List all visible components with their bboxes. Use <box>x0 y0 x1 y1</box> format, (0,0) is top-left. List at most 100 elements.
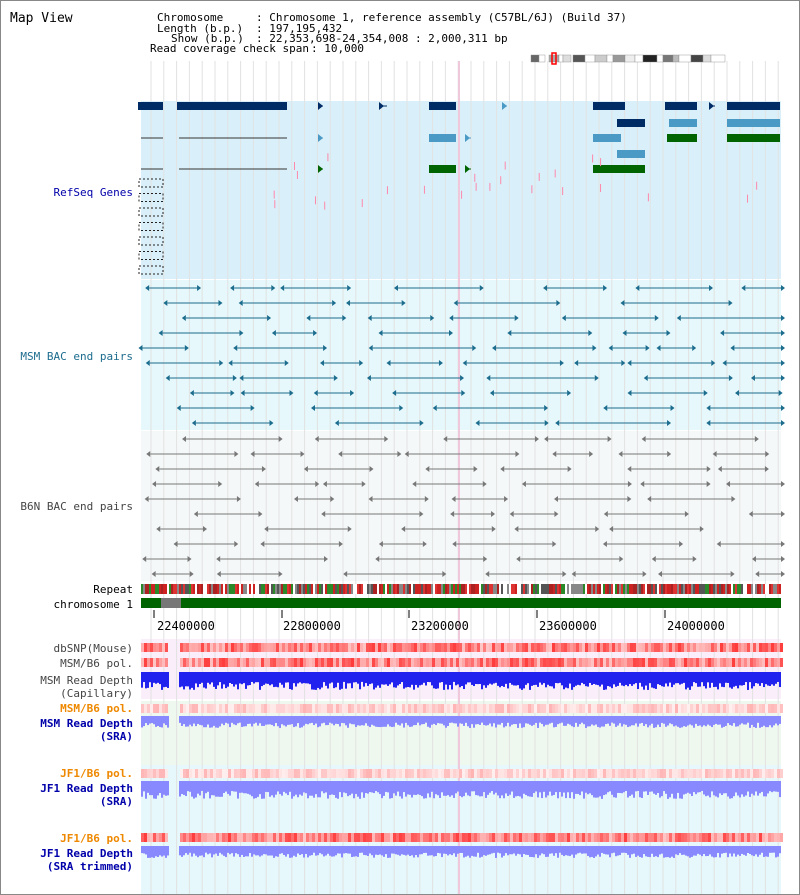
track-label-msm-depth-cap[interactable]: MSM Read Depth <box>40 674 133 687</box>
polymorphism-bin <box>336 833 339 842</box>
polymorphism-bin <box>189 704 192 713</box>
polymorphism-bin <box>612 643 615 652</box>
read-depth-bin <box>441 781 443 793</box>
polymorphism-bin <box>777 833 780 842</box>
track-label-msm-b6-pol[interactable]: MSM/B6 pol. <box>60 657 133 670</box>
msm-bac-pair-end <box>608 345 613 351</box>
read-depth-bin <box>495 781 497 793</box>
repeat-element <box>459 584 461 594</box>
repeat-element <box>401 584 403 594</box>
read-depth-bin <box>591 672 593 685</box>
polymorphism-bin <box>384 833 387 842</box>
read-depth-bin <box>577 716 579 727</box>
polymorphism-bin <box>243 658 246 667</box>
track-label-msm-depth-sra[interactable]: MSM Read Depth <box>40 717 133 730</box>
track-label-jf1-b6-pol[interactable]: JF1/B6 pol. <box>60 767 133 780</box>
track-label-refseq-genes[interactable]: RefSeq Genes <box>53 186 133 199</box>
msm-bac-pair-end <box>233 345 238 351</box>
track-label-b6n-bac[interactable]: B6N BAC end pairs <box>20 500 133 513</box>
track-label-jf1-depth-trim-sub: (SRA trimmed) <box>46 860 133 873</box>
repeat-element <box>721 584 723 594</box>
track-label-msm-bac[interactable]: MSM BAC end pairs <box>20 350 133 363</box>
read-depth-bin <box>457 781 459 792</box>
read-depth-bin <box>439 672 441 683</box>
polymorphism-bin <box>522 833 525 842</box>
read-depth-bin <box>279 672 281 683</box>
repeat-element <box>197 584 199 594</box>
polymorphism-bin <box>351 643 354 652</box>
read-depth-bin <box>311 672 313 690</box>
refseq-track-bg <box>141 101 781 279</box>
polymorphism-bin <box>363 643 366 652</box>
polymorphism-bin <box>696 769 699 778</box>
read-depth-bin <box>683 781 685 795</box>
track-label-msm-b6-pol-2[interactable]: MSM/B6 pol. <box>60 702 133 715</box>
polymorphism-bin <box>270 769 273 778</box>
b6n-bac-pair-end <box>748 511 753 517</box>
read-depth-bin <box>261 781 263 799</box>
read-depth-bin <box>465 716 467 723</box>
msm-bac-pair-end <box>189 390 194 396</box>
repeat-element <box>573 584 575 594</box>
track-label-jf1-depth-sra[interactable]: JF1 Read Depth <box>40 782 133 795</box>
polymorphism-bin <box>444 769 447 778</box>
read-depth-bin <box>235 781 237 792</box>
b6n-bac-pair-end <box>156 526 161 532</box>
read-depth-bin <box>493 672 495 684</box>
read-depth-bin <box>561 781 563 797</box>
track-label-jf1-b6-pol-2[interactable]: JF1/B6 pol. <box>60 832 133 845</box>
polymorphism-bin <box>753 769 756 778</box>
msm-bac-pair-end <box>399 405 404 411</box>
polymorphism-bin <box>540 704 543 713</box>
read-depth-bin <box>307 781 309 799</box>
polymorphism-bin <box>648 704 651 713</box>
ideogram-band <box>690 54 704 63</box>
polymorphism-bin <box>336 658 339 667</box>
polymorphism-bin <box>342 769 345 778</box>
gene-arrow <box>318 102 323 110</box>
polymorphism-bin <box>666 833 669 842</box>
read-depth-bin <box>291 846 293 858</box>
read-depth-bin <box>617 672 619 686</box>
msm-bac-pair-end <box>588 330 593 336</box>
read-depth-bin <box>555 716 557 727</box>
read-depth-bin <box>511 781 513 792</box>
track-label-dbsnp[interactable]: dbSNP(Mouse) <box>53 642 133 655</box>
repeat-element <box>639 584 641 594</box>
read-depth-bin <box>553 716 555 728</box>
polymorphism-bin <box>615 833 618 842</box>
polymorphism-bin <box>702 833 705 842</box>
read-depth-bin <box>439 716 441 724</box>
read-depth-bin <box>223 781 225 793</box>
ruler-tick-label: 24000000 <box>667 619 725 633</box>
read-depth-bin <box>777 846 779 857</box>
repeat-element <box>463 584 465 594</box>
polymorphism-bin <box>384 704 387 713</box>
repeat-element <box>711 584 713 594</box>
polymorphism-bin <box>276 704 279 713</box>
polymorphism-bin <box>579 769 582 778</box>
b6n-bac-pair-end <box>361 481 366 487</box>
polymorphism-bin <box>717 833 720 842</box>
read-depth-bin <box>247 672 249 686</box>
read-depth-bin <box>205 672 207 689</box>
polymorphism-bin <box>555 769 558 778</box>
polymorphism-bin <box>576 833 579 842</box>
read-depth-bin <box>323 846 325 857</box>
track-label-repeat[interactable]: Repeat <box>93 583 133 596</box>
read-depth-bin <box>331 672 333 683</box>
b6n-bac-pair-end <box>595 526 600 532</box>
polymorphism-bin <box>642 769 645 778</box>
polymorphism-bin <box>375 769 378 778</box>
track-label-jf1-depth-trim[interactable]: JF1 Read Depth <box>40 847 133 860</box>
read-depth-bin <box>553 672 555 689</box>
read-depth-bin <box>647 846 649 857</box>
read-depth-bin <box>485 781 487 798</box>
read-depth-bin <box>765 716 767 728</box>
polymorphism-bin <box>510 769 513 778</box>
polymorphism-bin <box>342 704 345 713</box>
read-depth-bin <box>457 716 459 727</box>
b6n-bac-pair-end <box>627 466 632 472</box>
polymorphism-bin <box>207 769 210 778</box>
